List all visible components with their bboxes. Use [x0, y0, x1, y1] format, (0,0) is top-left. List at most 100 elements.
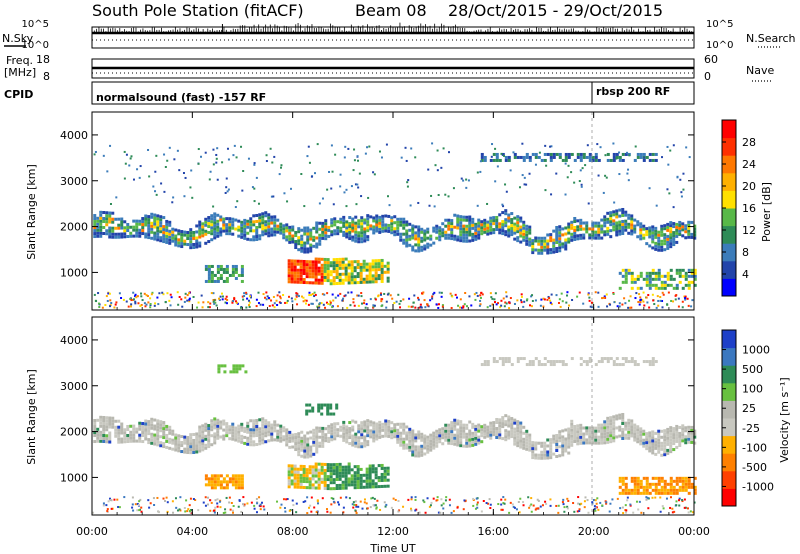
- velocity-pixel: [618, 363, 622, 367]
- velocity-pixel: [651, 360, 655, 364]
- power-pixel: [299, 268, 303, 272]
- power-pixel: [667, 163, 670, 166]
- velocity-pixel: [645, 488, 649, 492]
- power-pixel: [677, 305, 680, 308]
- velocity-pixel: [228, 437, 232, 441]
- power-pixel: [271, 304, 274, 307]
- power-pixel: [531, 239, 535, 243]
- velocity-pixel: [423, 501, 426, 504]
- power-pixel: [591, 227, 595, 231]
- velocity-pixel: [92, 511, 95, 514]
- velocity-pixel: [131, 496, 134, 499]
- velocity-pixel: [639, 482, 643, 486]
- velocity-pixel: [216, 436, 220, 440]
- power-pixel: [435, 227, 439, 231]
- velocity-pixel: [105, 504, 108, 507]
- power-pixel: [293, 259, 297, 263]
- power-pixel: [102, 154, 105, 157]
- power-pixel: [311, 272, 315, 276]
- velocity-pixel: [468, 435, 472, 439]
- power-pixel: [198, 244, 202, 248]
- velocity-pixel: [264, 440, 268, 444]
- velocity-pixel: [624, 485, 628, 489]
- velocity-pixel: [618, 413, 622, 417]
- power-pixel: [641, 298, 644, 301]
- power-pixel: [573, 216, 577, 220]
- power-pixel: [504, 218, 508, 222]
- velocity-pixel: [500, 498, 503, 501]
- power-pixel: [102, 231, 106, 235]
- velocity-pixel: [237, 433, 241, 437]
- power-pixel: [558, 231, 562, 235]
- power-pixel: [219, 295, 222, 298]
- power-pixel: [341, 281, 345, 285]
- velocity-pixel: [468, 438, 472, 442]
- velocity-pixel: [330, 497, 333, 500]
- velocity-pixel: [329, 472, 333, 476]
- power-pixel: [96, 234, 100, 238]
- velocity-pixel: [507, 421, 511, 425]
- velocity-pixel: [228, 480, 232, 484]
- velocity-pixel: [594, 426, 598, 430]
- power-pixel: [471, 217, 475, 221]
- velocity-pixel: [138, 433, 142, 437]
- power-pixel: [621, 228, 625, 232]
- power-pixel: [212, 205, 215, 208]
- velocity-pixel: [255, 421, 259, 425]
- velocity-pixel: [332, 487, 336, 491]
- velocity-pixel: [600, 357, 604, 361]
- power-pixel: [357, 225, 361, 229]
- velocity-pixel: [138, 509, 141, 512]
- power-pixel: [681, 274, 685, 278]
- power-pixel: [293, 277, 297, 281]
- power-pixel: [247, 157, 250, 160]
- power-pixel: [624, 274, 628, 278]
- velocity-pixel: [501, 360, 505, 364]
- power-pixel: [624, 271, 628, 275]
- power-pixel: [564, 232, 568, 236]
- power-pixel: [441, 305, 444, 308]
- power-pixel: [474, 222, 478, 226]
- power-pixel: [204, 267, 208, 271]
- power-pixel: [634, 297, 637, 300]
- velocity-pixel: [188, 510, 191, 513]
- power-pixel: [686, 297, 689, 300]
- velocity-pixel: [621, 427, 625, 431]
- velocity-pixel: [330, 429, 334, 433]
- velocity-pixel: [606, 416, 610, 420]
- power-pixel: [411, 233, 415, 237]
- velocity-pixel: [633, 476, 637, 480]
- velocity-pixel: [192, 447, 196, 451]
- power-pixel: [219, 233, 223, 237]
- velocity-pixel: [368, 476, 372, 480]
- power-pixel: [321, 293, 324, 296]
- power-pixel: [493, 301, 496, 304]
- power-pixel: [156, 235, 160, 239]
- power-pixel: [678, 280, 682, 284]
- velocity-pixel: [435, 432, 439, 436]
- power-pixel: [656, 295, 659, 298]
- beam-title: Beam 08: [355, 1, 427, 20]
- velocity-pixel: [296, 485, 300, 489]
- velocity-pixel: [285, 437, 289, 441]
- velocity-pixel: [213, 420, 217, 424]
- velocity-pixel: [195, 441, 199, 445]
- power-pixel: [678, 229, 682, 233]
- velocity-pixel: [372, 436, 376, 440]
- velocity-pixel: [210, 483, 214, 487]
- power-pixel: [444, 236, 448, 240]
- velocity-pixel: [580, 502, 583, 505]
- power-pixel: [347, 147, 350, 150]
- power-pixel: [273, 302, 276, 305]
- velocity-pixel: [441, 427, 445, 431]
- power-pixel: [435, 236, 439, 240]
- power-pixel: [660, 233, 664, 237]
- power-pixel: [323, 272, 327, 276]
- power-pixel: [490, 155, 493, 158]
- velocity-pixel: [267, 439, 271, 443]
- velocity-pixel: [276, 435, 280, 439]
- velocity-pixel: [231, 483, 235, 487]
- power-pixel: [456, 220, 460, 224]
- velocity-pixel: [600, 435, 604, 439]
